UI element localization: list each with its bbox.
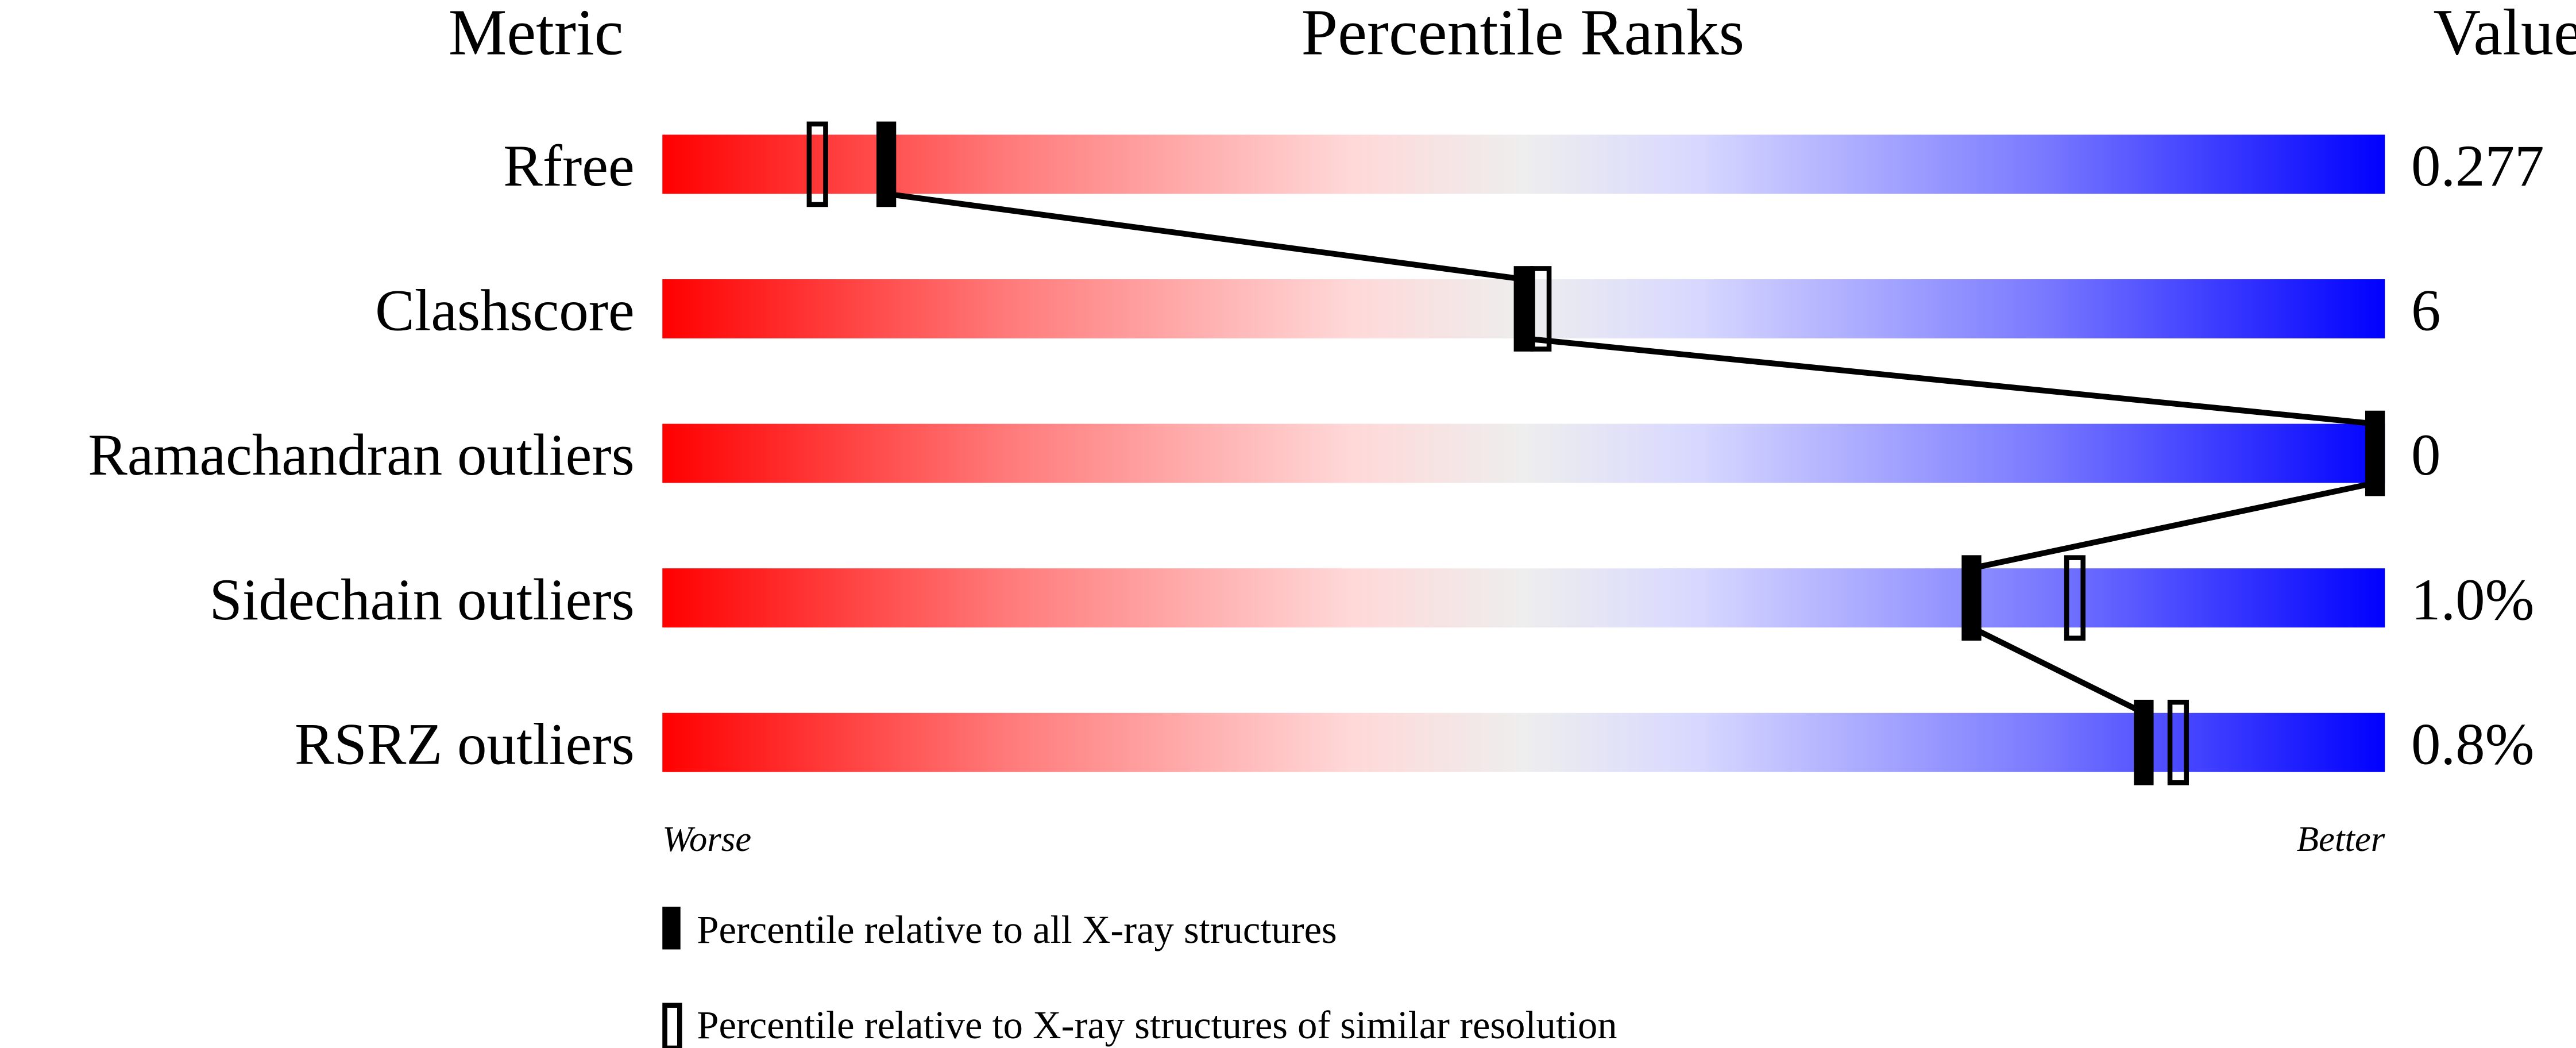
- legend-all: Percentile relative to all X-ray structu…: [697, 908, 1337, 951]
- metric-value: 1.0%: [2411, 567, 2534, 633]
- metric-value: 6: [2411, 278, 2440, 344]
- metric-value: 0.277: [2411, 133, 2544, 199]
- header-metric: Metric: [449, 0, 624, 68]
- connector-line: [1971, 480, 2376, 572]
- metric-label: Rfree: [503, 133, 635, 199]
- metric-label: Sidechain outliers: [209, 567, 634, 633]
- metric-label: RSRZ outliers: [295, 711, 635, 777]
- all-structures-marker: [1961, 555, 1982, 641]
- connector-line: [1970, 625, 2145, 716]
- connector-line: [886, 191, 1524, 282]
- all-structures-marker: [2365, 410, 2385, 496]
- legend-filled-marker-icon: [662, 907, 681, 950]
- axis-label-worse: Worse: [662, 819, 751, 859]
- similar-resolution-marker: [2167, 699, 2189, 785]
- all-structures-marker: [1513, 266, 1534, 352]
- header-value: Value: [2434, 0, 2576, 68]
- header-percentile-ranks: Percentile Ranks: [1301, 0, 1745, 68]
- similar-resolution-marker: [2064, 555, 2086, 641]
- percentile-bar: [662, 423, 2385, 483]
- legend-similar: Percentile relative to X-ray structures …: [697, 1003, 1617, 1047]
- metric-label: Ramachandran outliers: [88, 422, 635, 488]
- all-structures-marker: [876, 121, 897, 207]
- similar-resolution-marker: [806, 121, 828, 207]
- connector-line: [1523, 335, 2376, 427]
- percentile-bar: [662, 712, 2385, 772]
- percentile-bar: [662, 134, 2385, 194]
- metric-value: 0.8%: [2411, 711, 2534, 777]
- metric-value: 0: [2411, 422, 2440, 488]
- percentile-bar: [662, 568, 2385, 628]
- all-structures-marker: [2134, 699, 2154, 785]
- legend-open-marker-icon: [662, 1003, 682, 1048]
- axis-label-better: Better: [2297, 819, 2385, 859]
- metric-label: Clashscore: [375, 278, 635, 344]
